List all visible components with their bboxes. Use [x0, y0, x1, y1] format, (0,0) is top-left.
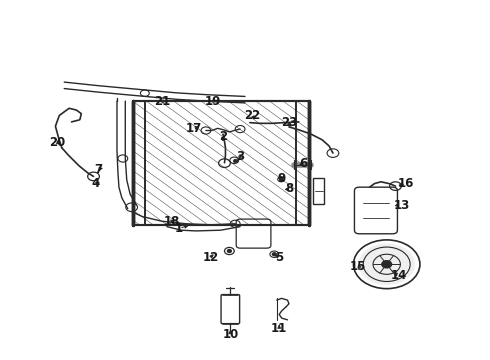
Text: 14: 14 [391, 269, 407, 282]
Bar [314, 178, 324, 204]
Text: 3: 3 [236, 150, 244, 163]
Text: 20: 20 [49, 136, 65, 149]
Text: 11: 11 [271, 322, 287, 335]
Text: 19: 19 [205, 95, 221, 108]
Text: 10: 10 [222, 328, 239, 341]
Text: 18: 18 [164, 215, 180, 228]
Circle shape [382, 261, 392, 268]
Text: 8: 8 [285, 183, 293, 195]
Text: 6: 6 [299, 157, 308, 170]
Text: 21: 21 [154, 95, 170, 108]
Text: 16: 16 [398, 177, 415, 190]
Text: 5: 5 [275, 251, 283, 264]
Text: 2: 2 [219, 130, 227, 144]
Text: 15: 15 [349, 260, 366, 273]
Circle shape [272, 253, 276, 256]
Text: 17: 17 [186, 122, 202, 135]
Text: 1: 1 [175, 222, 183, 235]
Circle shape [358, 243, 415, 285]
Text: 7: 7 [95, 163, 102, 176]
Text: 9: 9 [277, 172, 286, 185]
Text: 22: 22 [244, 109, 261, 122]
Text: 4: 4 [92, 177, 100, 190]
Text: 12: 12 [203, 251, 219, 264]
Text: 23: 23 [281, 116, 297, 129]
Circle shape [280, 178, 283, 180]
Circle shape [233, 159, 238, 163]
Text: 13: 13 [393, 199, 410, 212]
Circle shape [227, 249, 231, 252]
